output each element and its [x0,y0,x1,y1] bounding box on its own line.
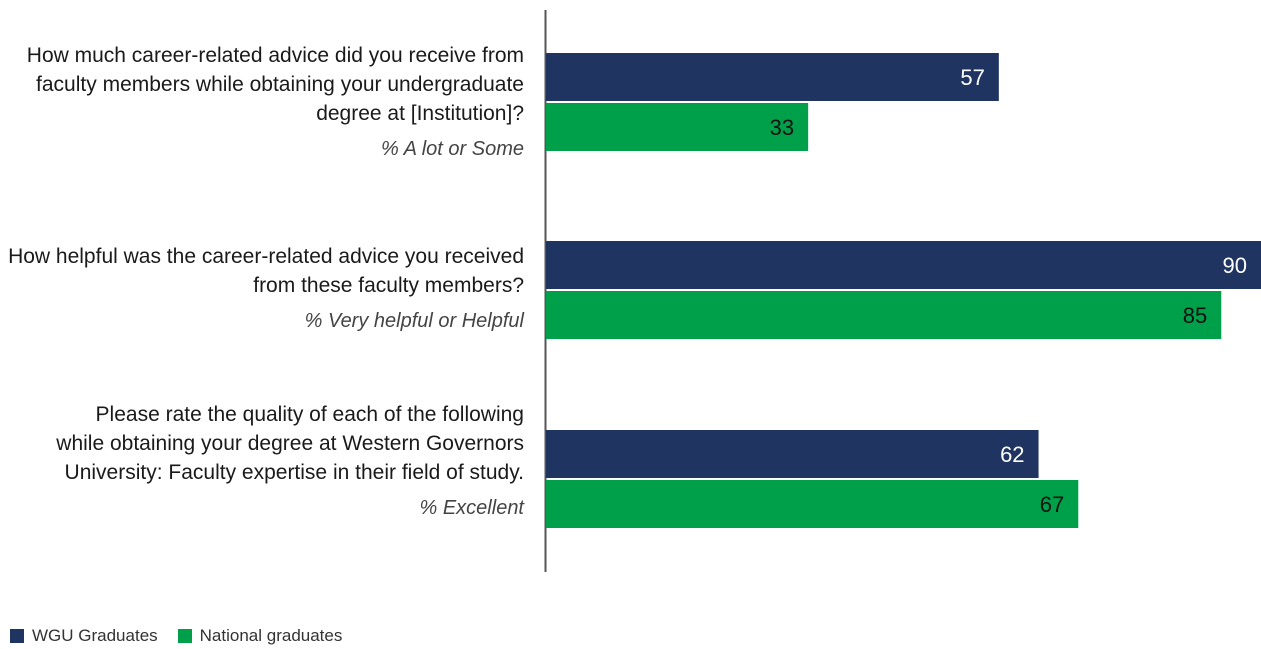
bar-label-wgu-q3: 62 [1000,442,1024,467]
bar-national-q1 [546,103,809,151]
question-3-text: Please rate the quality of each of the f… [56,403,524,484]
legend-label-wgu: WGU Graduates [32,626,158,645]
legend-item-wgu: WGU Graduates [10,626,158,646]
question-3-measure: % Excellent [419,497,525,519]
bar-label-national-q1: 33 [770,115,794,140]
bar-wgu-q2 [546,241,1261,289]
question-2-label: How helpful was the career-related advic… [4,242,524,335]
bar-label-wgu-q1: 57 [960,65,984,90]
legend-swatch-wgu [10,629,24,643]
bar-label-wgu-q2: 90 [1223,253,1247,278]
question-2-measure: % Very helpful or Helpful [304,310,524,332]
bar-national-q3 [546,480,1079,528]
question-1-label: How much career-related advice did you r… [4,41,524,163]
bar-label-national-q3: 67 [1040,492,1064,517]
bar-wgu-q1 [546,53,999,101]
question-3-label: Please rate the quality of each of the f… [54,400,524,522]
legend: WGU Graduates National graduates [10,626,362,646]
question-1-text: How much career-related advice did you r… [26,44,524,125]
legend-swatch-national [177,629,192,643]
legend-label-national: National graduates [199,626,343,645]
legend-item-national: National graduates [177,626,343,646]
bars-group: 57 90 62 33 85 67 [546,53,1261,528]
bar-label-national-q2: 85 [1183,303,1207,328]
bar-wgu-q3 [546,430,1039,478]
question-2-text: How helpful was the career-related advic… [8,245,524,297]
bar-national-q2 [546,291,1222,339]
question-1-measure: % A lot or Some [380,138,524,160]
